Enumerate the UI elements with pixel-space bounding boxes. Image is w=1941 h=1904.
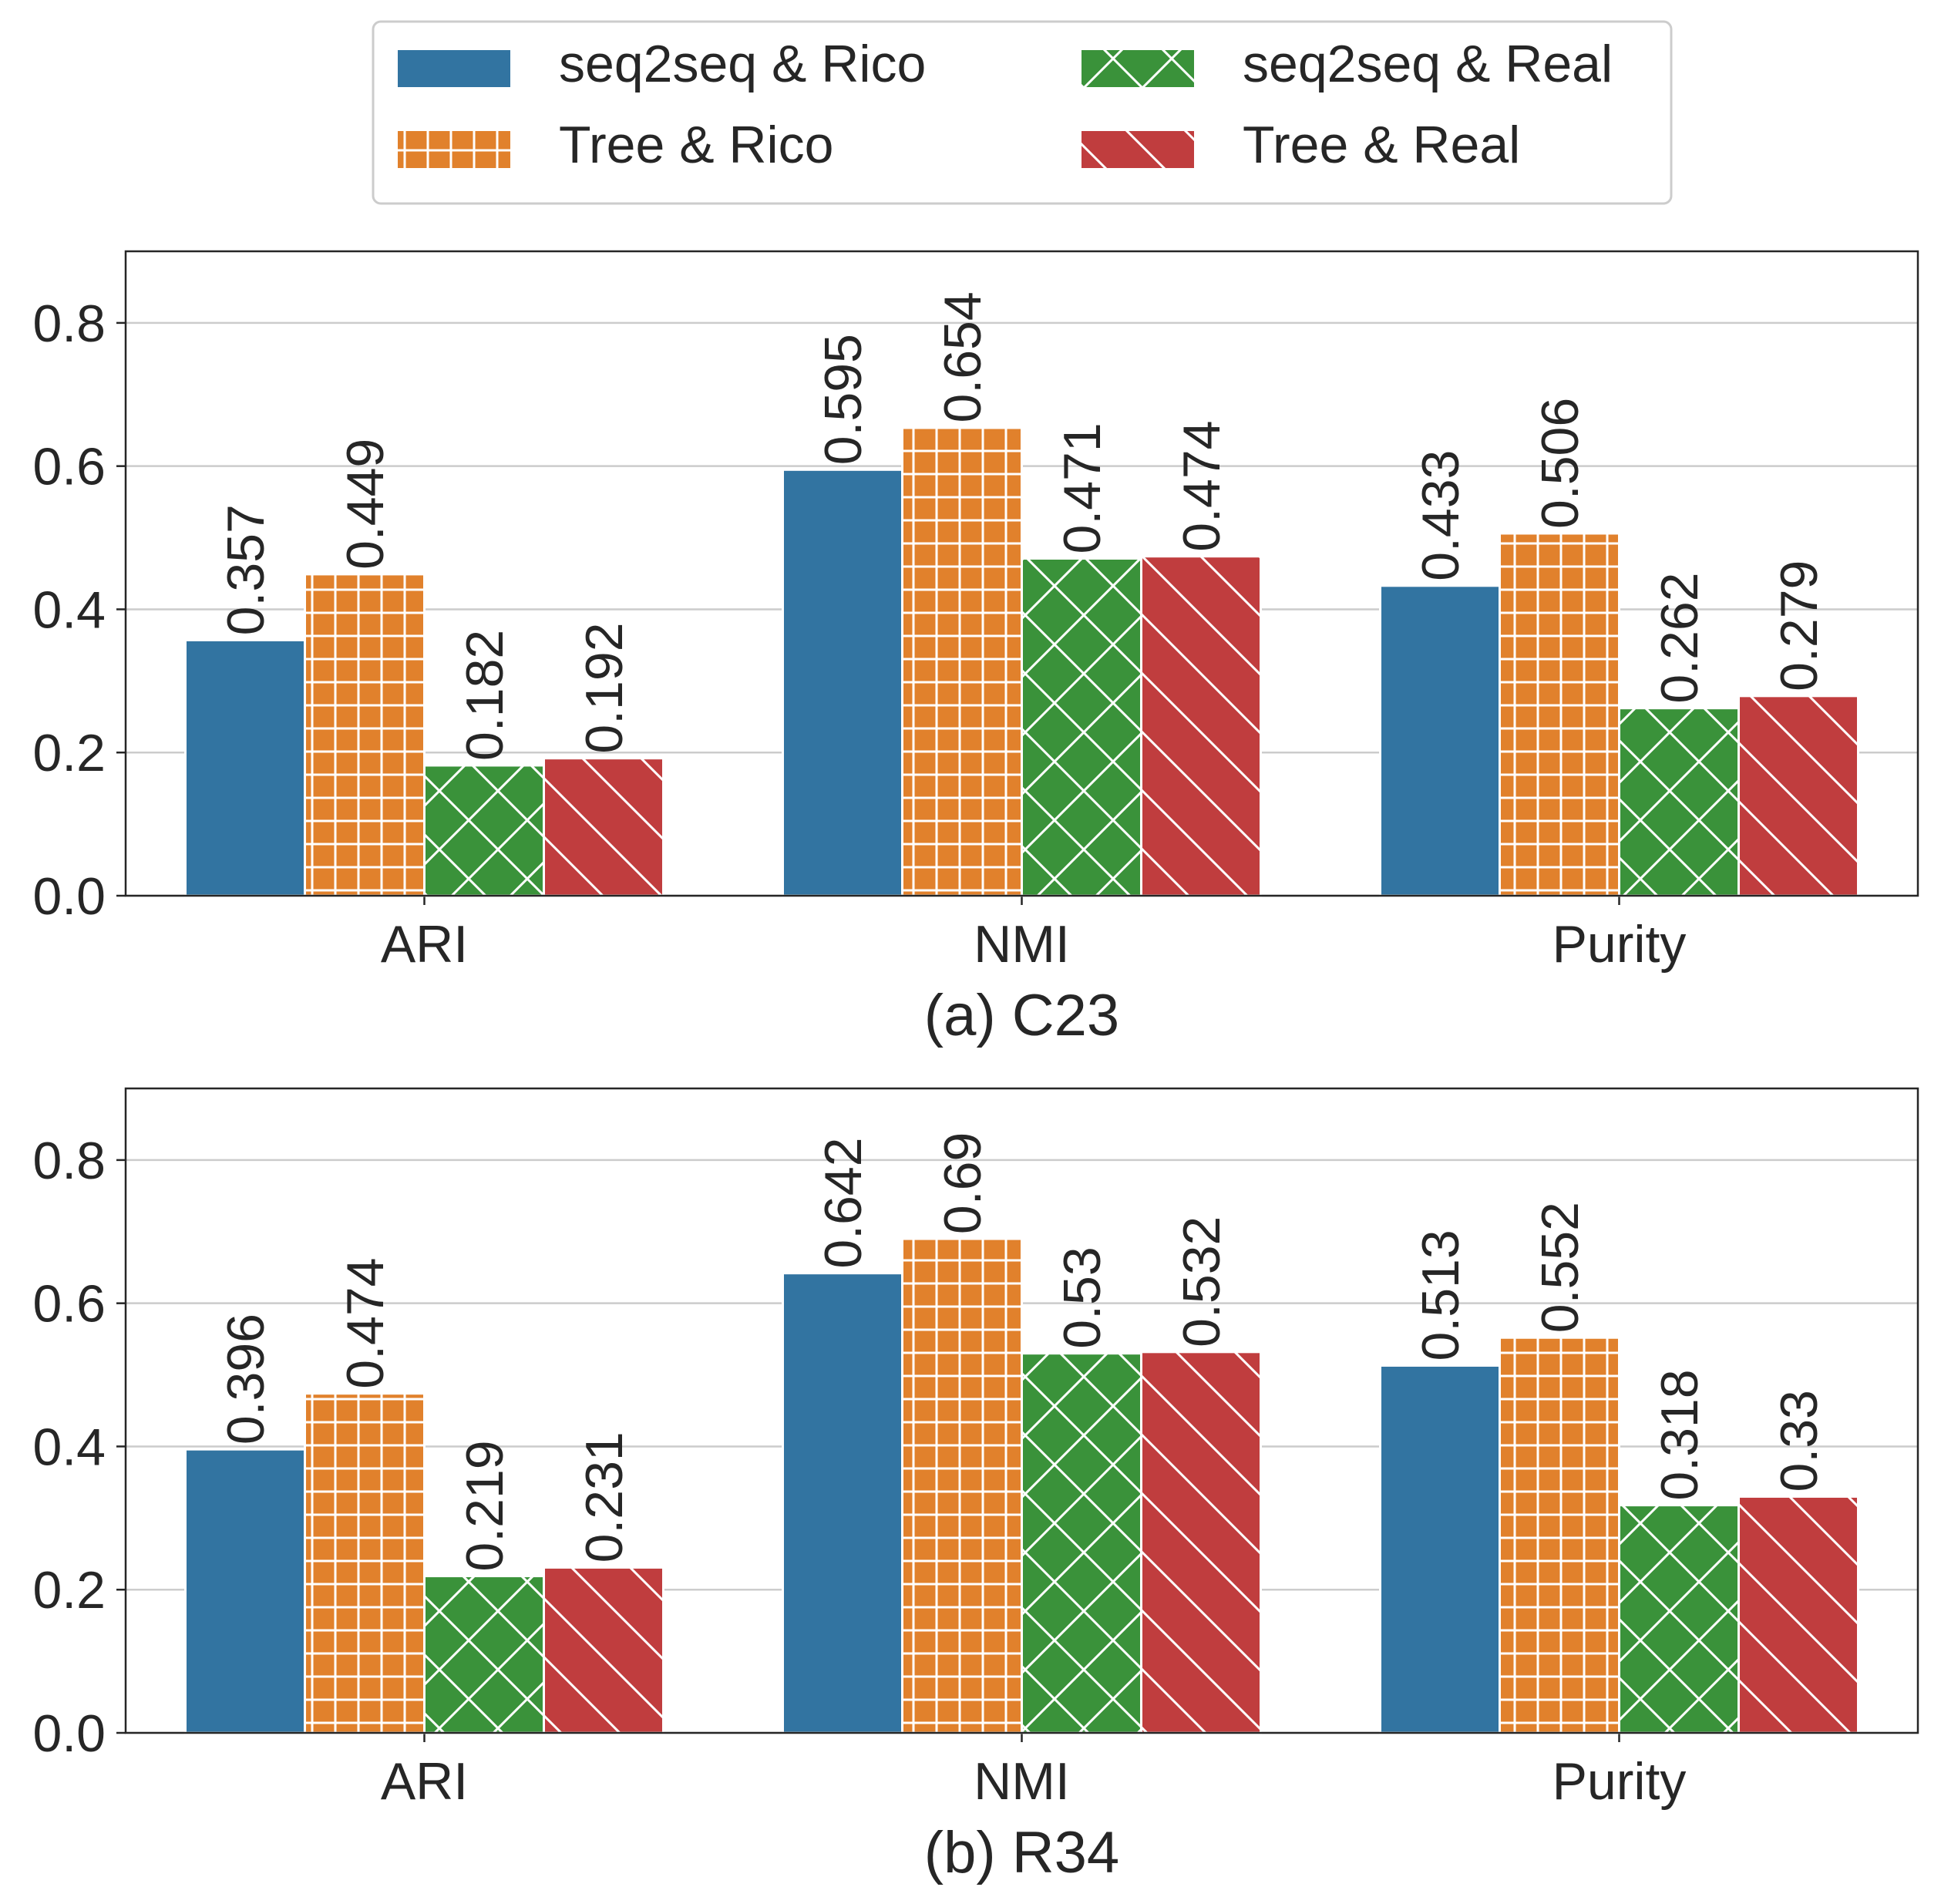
bar: [184, 638, 306, 897]
legend: seq2seq & Rico Tree & Rico seq2seq & Real T…: [372, 20, 1673, 205]
bar: [1140, 1351, 1262, 1734]
bar: [901, 426, 1023, 897]
bar: [1737, 1495, 1859, 1734]
bar: [782, 468, 903, 897]
legend-label-tree-real: Tree & Real: [1243, 116, 1520, 174]
y-tick-label: 0.8: [32, 294, 106, 353]
y-tick-label: 0.2: [32, 1561, 106, 1620]
bar: [1737, 695, 1859, 897]
legend-swatch-seq2seq-real: [1082, 50, 1194, 87]
bar: [304, 1392, 426, 1734]
y-tick-label: 0.0: [32, 867, 106, 926]
bar-value-label: 0.506: [1531, 398, 1589, 529]
bar-value-label: 0.642: [814, 1137, 873, 1268]
bar-value-label: 0.262: [1650, 572, 1709, 703]
bar-value-label: 0.231: [575, 1431, 634, 1563]
legend-label-seq2seq-real: seq2seq & Real: [1243, 35, 1613, 93]
bar: [543, 1566, 664, 1734]
x-tick-label: Purity: [1552, 915, 1687, 974]
bar-value-label: 0.471: [1053, 422, 1112, 553]
legend-swatch-seq2seq-rico: [398, 50, 510, 87]
legend-label-seq2seq-rico: seq2seq & Rico: [559, 35, 926, 93]
bar-value-label: 0.357: [217, 504, 275, 635]
y-tick-label: 0.6: [32, 438, 106, 496]
chart-panel-r34: 0.0 0.2 0.4 0.6 0.8 ARI 0.396 0.474 0.219 0.231 NM…: [32, 1087, 1919, 1885]
bar: [1379, 584, 1501, 897]
bar: [1021, 557, 1142, 897]
bar: [304, 573, 426, 897]
bar-value-label: 0.53: [1053, 1246, 1112, 1348]
panel-title: (a) C23: [924, 983, 1119, 1048]
bar: [423, 1575, 545, 1734]
bar: [543, 757, 664, 897]
bar-value-label: 0.449: [336, 439, 395, 570]
bar: [1499, 532, 1620, 897]
bar-value-label: 0.182: [456, 630, 514, 761]
bar-value-label: 0.279: [1770, 560, 1828, 691]
bar-value-label: 0.513: [1411, 1230, 1470, 1361]
bar: [1140, 555, 1262, 897]
x-tick-label: ARI: [381, 1752, 468, 1811]
bar-value-label: 0.192: [575, 622, 634, 753]
plot-frame: [124, 1087, 1919, 1734]
y-tick-label: 0.4: [32, 580, 106, 639]
bar: [782, 1272, 903, 1734]
x-tick-label: NMI: [974, 1752, 1070, 1811]
legend-swatch-tree-real: [1082, 131, 1194, 168]
bar: [184, 1448, 306, 1734]
y-tick-label: 0.4: [32, 1418, 106, 1476]
bar: [1618, 1504, 1740, 1734]
legend-frame: [372, 20, 1673, 205]
bar-value-label: 0.552: [1531, 1202, 1589, 1333]
bar: [1618, 707, 1740, 897]
bar-value-label: 0.219: [456, 1440, 514, 1571]
bar: [901, 1237, 1023, 1734]
panel-title: (b) R34: [924, 1820, 1119, 1885]
bar-value-label: 0.433: [1411, 450, 1470, 581]
bar-value-label: 0.318: [1650, 1369, 1709, 1500]
bar-value-label: 0.474: [336, 1258, 395, 1389]
bar-value-label: 0.396: [217, 1314, 275, 1445]
bar: [1379, 1364, 1501, 1734]
x-tick-label: ARI: [381, 915, 468, 974]
bar-value-label: 0.474: [1172, 421, 1231, 552]
y-tick-label: 0.8: [32, 1132, 106, 1190]
bar: [1021, 1352, 1142, 1734]
legend-label-tree-rico: Tree & Rico: [559, 116, 833, 174]
x-tick-label: NMI: [974, 915, 1070, 974]
plot-frame: [124, 250, 1919, 897]
bar-value-label: 0.595: [814, 334, 873, 465]
bar-value-label: 0.654: [933, 291, 992, 422]
y-tick-label: 0.6: [32, 1275, 106, 1334]
bar-value-label: 0.33: [1770, 1390, 1828, 1492]
bar: [423, 764, 545, 897]
legend-swatch-tree-rico: [398, 131, 510, 168]
x-tick-label: Purity: [1552, 1752, 1687, 1811]
y-tick-label: 0.2: [32, 724, 106, 782]
bar: [1499, 1336, 1620, 1734]
bar-value-label: 0.532: [1172, 1216, 1231, 1347]
chart-panel-c23: 0.0 0.2 0.4 0.6 0.8 ARI 0.357 0.449 0.182 0.192 NM…: [32, 250, 1919, 1048]
y-tick-label: 0.0: [32, 1704, 106, 1763]
bar-value-label: 0.69: [933, 1132, 992, 1234]
